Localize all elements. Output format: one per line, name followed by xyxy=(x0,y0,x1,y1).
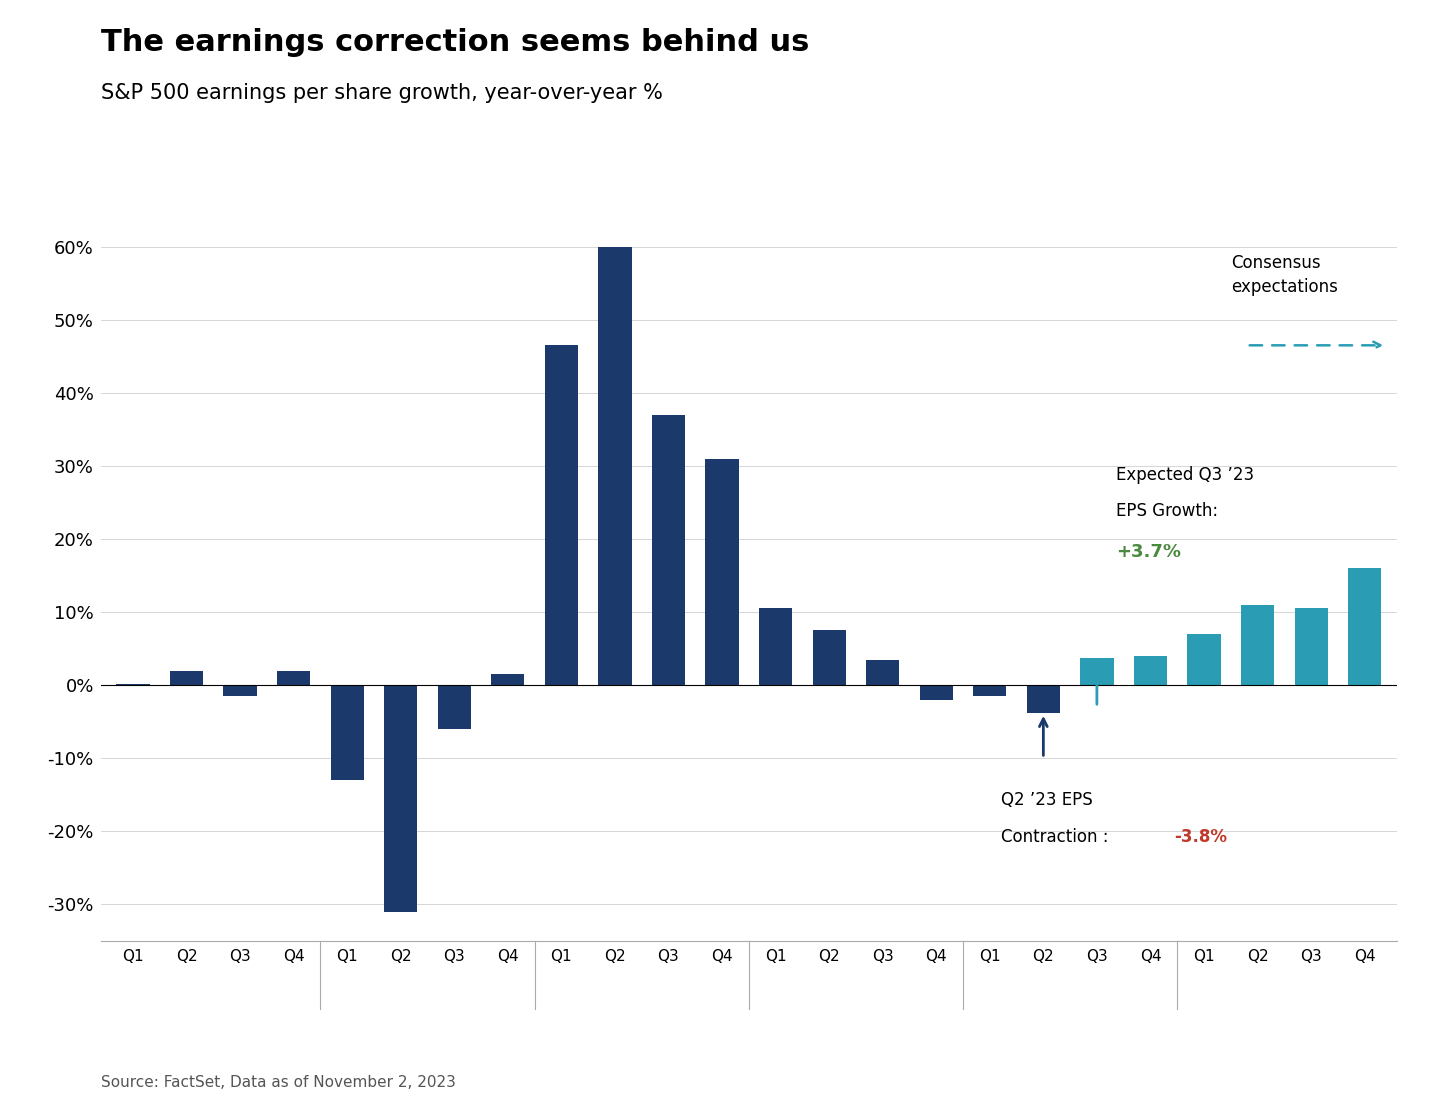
Text: Expected Q3 ’23: Expected Q3 ’23 xyxy=(1116,466,1254,484)
Bar xyxy=(1133,656,1166,685)
Bar xyxy=(117,684,150,685)
Bar xyxy=(865,660,900,685)
Text: S&P 500 earnings per share growth, year-over-year %: S&P 500 earnings per share growth, year-… xyxy=(101,83,662,103)
Bar xyxy=(1080,659,1113,685)
Text: -3.8%: -3.8% xyxy=(1175,828,1227,846)
Bar xyxy=(652,415,685,685)
Bar xyxy=(438,685,471,730)
Bar xyxy=(1348,568,1381,685)
Bar xyxy=(384,685,418,912)
Bar xyxy=(973,685,1007,696)
Bar xyxy=(491,674,524,685)
Text: The earnings correction seems behind us: The earnings correction seems behind us xyxy=(101,28,809,56)
Text: Consensus
expectations: Consensus expectations xyxy=(1231,254,1338,296)
Text: Q2 ’23 EPS: Q2 ’23 EPS xyxy=(1001,792,1093,809)
Bar xyxy=(1027,685,1060,713)
Bar xyxy=(920,685,953,700)
Bar xyxy=(759,609,792,685)
Text: +3.7%: +3.7% xyxy=(1116,542,1181,560)
Bar xyxy=(706,458,739,685)
Bar xyxy=(1241,604,1274,685)
Bar xyxy=(223,685,256,696)
Bar xyxy=(170,671,203,685)
Text: Contraction :: Contraction : xyxy=(1001,828,1113,846)
Bar xyxy=(1188,634,1221,685)
Bar xyxy=(1295,609,1328,685)
Bar xyxy=(276,671,310,685)
Bar xyxy=(331,685,364,780)
Bar xyxy=(544,345,577,685)
Text: EPS Growth:: EPS Growth: xyxy=(1116,503,1218,520)
Text: Source: FactSet, Data as of November 2, 2023: Source: FactSet, Data as of November 2, … xyxy=(101,1075,455,1090)
Bar xyxy=(812,630,845,685)
Bar xyxy=(598,247,632,685)
